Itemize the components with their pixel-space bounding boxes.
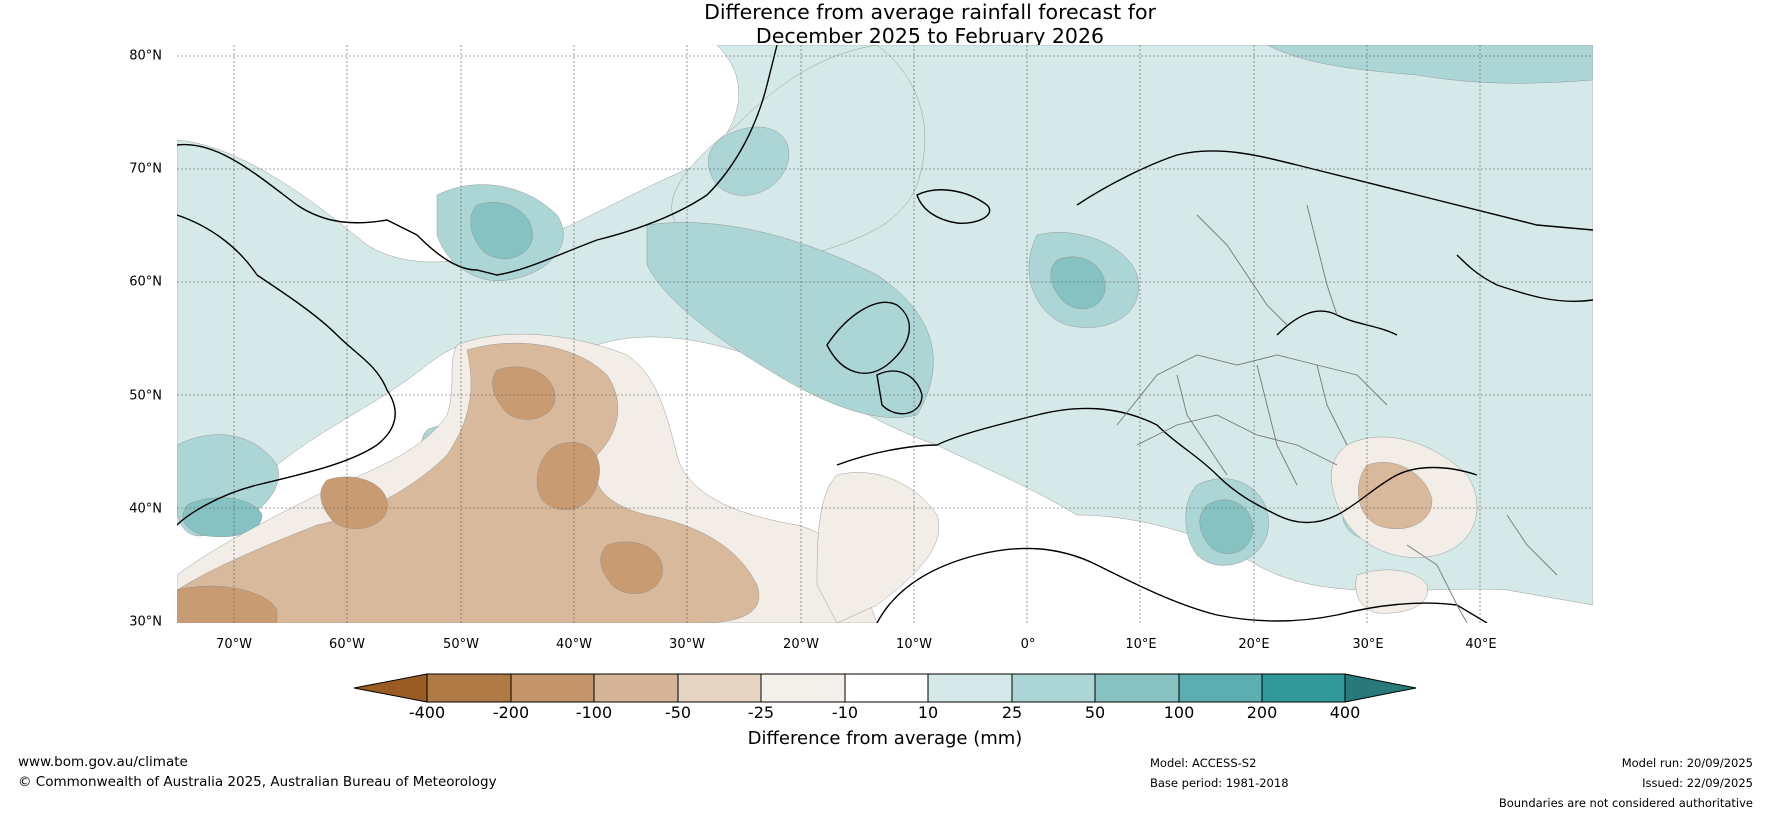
colorbar-segment-8 xyxy=(1011,673,1096,703)
rainfall-anomaly-map xyxy=(177,45,1593,623)
colorbar-segment-3 xyxy=(593,673,679,703)
title-line-2: December 2025 to February 2026 xyxy=(755,24,1105,48)
colorbar-tick: 400 xyxy=(1329,703,1361,722)
lon-label-10e: 10°E xyxy=(1125,637,1157,652)
footer-website: www.bom.gov.au/climate xyxy=(18,754,188,770)
lon-label-30w: 30°W xyxy=(669,637,705,652)
lon-label-60w: 60°W xyxy=(329,637,365,652)
footer-issued: Issued: 22/09/2025 xyxy=(1642,776,1753,790)
footer-base-period: Base period: 1981-2018 xyxy=(1150,776,1289,790)
lat-label-80n: 80°N xyxy=(129,48,162,64)
lon-label-10w: 10°W xyxy=(896,637,932,652)
colorbar-segment-12 xyxy=(1344,673,1417,703)
colorbar-tick: -100 xyxy=(575,703,613,722)
colorbar-segment-0 xyxy=(353,673,428,703)
lon-label-20e: 20°E xyxy=(1238,637,1270,652)
colorbar-segment-1 xyxy=(426,673,512,703)
title-line-1: Difference from average rainfall forecas… xyxy=(704,0,1156,24)
lon-label-0: 0° xyxy=(1020,637,1036,652)
dry-strong-regions xyxy=(177,366,663,623)
lat-label-70n: 70°N xyxy=(129,161,162,177)
map-svg xyxy=(177,45,1593,623)
colorbar-tick: 200 xyxy=(1246,703,1278,722)
country-borders xyxy=(1116,204,1558,623)
colorbar-tick: -10 xyxy=(831,703,859,722)
colorbar-title: Difference from average (mm) xyxy=(747,728,1023,749)
lat-label-50n: 50°N xyxy=(129,388,162,404)
lon-label-50w: 50°W xyxy=(443,637,479,652)
lon-label-40e: 40°E xyxy=(1465,637,1497,652)
colorbar-segment-11 xyxy=(1261,673,1346,703)
colorbar-tick: -200 xyxy=(492,703,530,722)
colorbar-segment-9 xyxy=(1094,673,1180,703)
footer-model-run: Model run: 20/09/2025 xyxy=(1621,756,1753,770)
colorbar-tick: 100 xyxy=(1163,703,1195,722)
colorbar-tick: -50 xyxy=(664,703,692,722)
chart-title: Difference from average rainfall forecas… xyxy=(0,0,1770,48)
colorbar-segment-6 xyxy=(844,673,929,703)
colorbar-segments xyxy=(353,673,1417,703)
colorbar-tick: 50 xyxy=(1084,703,1106,722)
lat-label-40n: 40°N xyxy=(129,501,162,517)
colorbar-tick: -25 xyxy=(747,703,775,722)
colorbar-tick: -400 xyxy=(408,703,446,722)
footer-model: Model: ACCESS-S2 xyxy=(1150,756,1257,770)
lon-label-40w: 40°W xyxy=(556,637,592,652)
colorbar-segment-7 xyxy=(927,673,1013,703)
colorbar-tick: 10 xyxy=(917,703,939,722)
wet-strong-regions xyxy=(182,202,1253,554)
lon-label-70w: 70°W xyxy=(216,637,252,652)
colorbar-segment-5 xyxy=(760,673,846,703)
footer-copyright: © Commonwealth of Australia 2025, Austra… xyxy=(18,774,497,790)
colorbar-segment-2 xyxy=(510,673,595,703)
gridlines xyxy=(177,45,1593,623)
lat-label-60n: 60°N xyxy=(129,274,162,290)
lon-label-20w: 20°W xyxy=(783,637,819,652)
colorbar-segment-4 xyxy=(677,673,762,703)
lon-label-30e: 30°E xyxy=(1352,637,1384,652)
colorbar-tick: 25 xyxy=(1001,703,1023,722)
footer-disclaimer: Boundaries are not considered authoritat… xyxy=(1498,796,1753,810)
colorbar-segment-10 xyxy=(1178,673,1263,703)
lat-label-30n: 30°N xyxy=(129,614,162,630)
